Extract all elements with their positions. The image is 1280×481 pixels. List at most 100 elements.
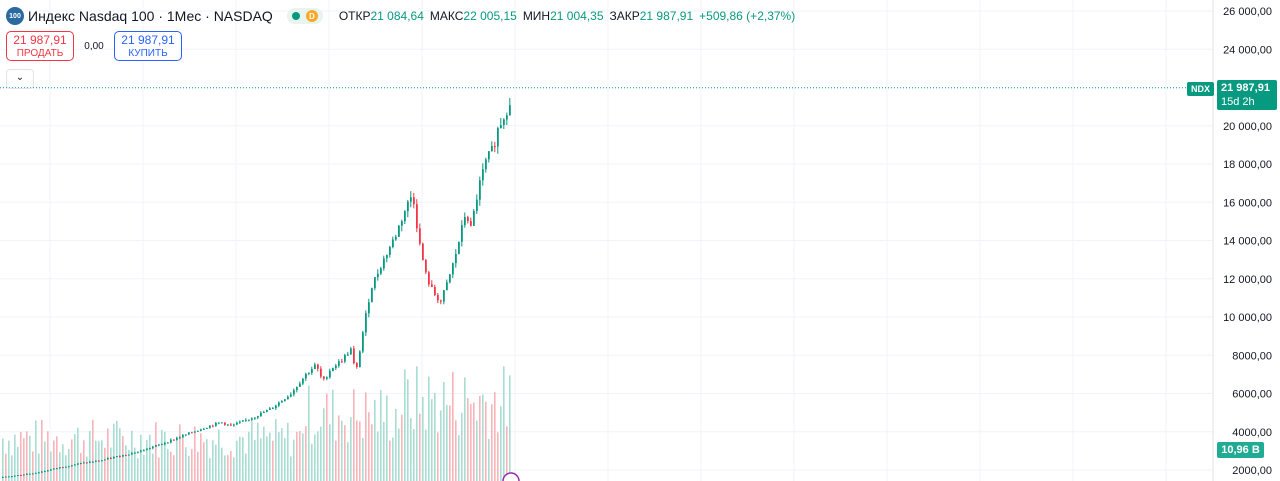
volume-bar: [320, 426, 322, 481]
volume-bar: [332, 389, 334, 481]
volume-bar: [497, 432, 499, 481]
volume-bar: [59, 452, 61, 481]
volume-bar: [299, 431, 301, 481]
candle-body: [86, 462, 88, 464]
low-label: МИН: [522, 9, 551, 23]
candle-body: [386, 254, 388, 259]
candle-body: [185, 434, 187, 436]
candle-body: [38, 472, 40, 474]
volume-bar: [302, 433, 304, 481]
candle-body: [422, 243, 424, 261]
volume-bar: [386, 395, 388, 481]
volume-tag: 10,96 B: [1217, 442, 1264, 458]
volume-bar: [47, 431, 49, 481]
candle-body: [446, 282, 448, 291]
volume-bar: [110, 447, 112, 481]
volume-bar: [437, 432, 439, 481]
candle-body: [146, 448, 148, 451]
candle-body: [437, 295, 439, 301]
y-axis-tick-label: 6000,00: [1232, 389, 1272, 401]
candle-body: [260, 412, 262, 417]
volume-bar: [290, 456, 292, 481]
volume-bar: [278, 432, 280, 481]
candle-body: [128, 454, 130, 456]
volume-bar: [191, 449, 193, 481]
symbol-title[interactable]: Индекс Nasdaq 100 · 1Мес · NASDAQ: [28, 8, 273, 24]
candle-body: [500, 124, 502, 129]
volume-bar: [401, 414, 403, 481]
candle-body: [263, 412, 265, 414]
volume-bar: [170, 451, 172, 481]
volume-bar: [407, 379, 409, 481]
candle-body: [323, 376, 325, 379]
candle-body: [191, 432, 193, 434]
volume-bar: [491, 404, 493, 481]
candle-body: [401, 221, 403, 226]
volume-bar: [134, 447, 136, 481]
volume-bar: [425, 429, 427, 481]
candle-body: [470, 221, 472, 226]
volume-bar: [281, 428, 283, 481]
time-marker-icon: [502, 472, 520, 481]
volume-bar: [5, 453, 7, 481]
candle-body: [26, 473, 28, 475]
volume-bar: [71, 439, 73, 481]
candle-body: [488, 151, 490, 160]
candle-body: [281, 400, 283, 403]
high-value: 22 005,15: [463, 9, 517, 23]
volume-bar: [92, 419, 94, 481]
market-status-pill[interactable]: D: [286, 8, 323, 24]
candle-body: [158, 444, 160, 446]
volume-bar: [296, 431, 298, 481]
volume-bar: [419, 413, 421, 481]
volume-bar: [125, 445, 127, 481]
volume-bar: [38, 453, 40, 481]
volume-bar: [107, 428, 109, 481]
volume-bar: [506, 426, 508, 481]
volume-bar: [41, 419, 43, 481]
candle-body: [365, 313, 367, 333]
volume-bar: [263, 426, 265, 481]
candle-body: [143, 450, 145, 452]
volume-bar: [11, 455, 13, 481]
candle-body: [509, 105, 511, 116]
volume-bar: [104, 447, 106, 481]
volume-bar: [326, 393, 328, 481]
candle-body: [266, 410, 268, 413]
volume-bar: [479, 395, 481, 481]
candle-body: [248, 419, 250, 421]
candle-body: [122, 454, 124, 457]
candle-body: [464, 217, 466, 226]
volume-bar: [503, 366, 505, 481]
volume-bar: [284, 438, 286, 481]
volume-bar: [221, 447, 223, 481]
candle-body: [197, 430, 199, 432]
candle-body: [290, 394, 292, 397]
candle-body: [440, 300, 442, 302]
candle-body: [491, 146, 493, 152]
candle-body: [77, 463, 79, 465]
candle-body: [350, 348, 352, 355]
buy-button[interactable]: 21 987,91 КУПИТЬ: [114, 31, 182, 61]
collapse-legend-button[interactable]: ⌄: [6, 69, 34, 89]
candle-body: [227, 424, 229, 426]
candle-body: [119, 456, 121, 458]
volume-bar: [128, 449, 130, 481]
symbol-tag: NDX: [1187, 82, 1214, 96]
last-price-tag: 21 987,91 15d 2h: [1217, 80, 1277, 110]
candle-body: [104, 459, 106, 461]
candle-body: [302, 378, 304, 384]
candle-body: [278, 402, 280, 406]
candle-body: [362, 332, 364, 352]
candle-body: [407, 201, 409, 212]
nasdaq-logo-icon: 100: [6, 7, 24, 25]
volume-bar: [146, 440, 148, 481]
volume-bar: [44, 441, 46, 481]
candle-body: [416, 204, 418, 229]
candle-body: [137, 451, 139, 453]
candle-body: [389, 247, 391, 255]
candle-body: [443, 290, 445, 302]
volume-bar: [389, 440, 391, 481]
sell-button[interactable]: 21 987,91 ПРОДАТЬ: [6, 31, 74, 61]
